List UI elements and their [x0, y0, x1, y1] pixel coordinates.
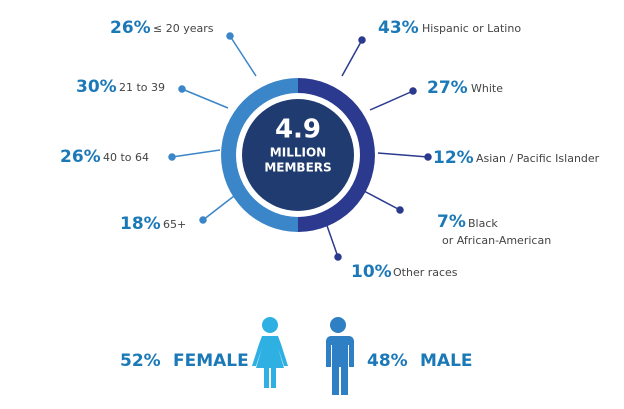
leader-dot: [396, 206, 404, 214]
gender-label: FEMALE: [173, 351, 249, 371]
gender-percent: 52%: [120, 351, 161, 371]
leader: [341, 39, 363, 77]
race-percent: 7%: [437, 212, 466, 232]
race-percent: 12%: [433, 148, 474, 168]
age-label: ≤ 20 years: [153, 22, 214, 35]
leader-dot: [226, 32, 234, 40]
ring-left: [221, 78, 298, 232]
center-disc: [242, 99, 354, 211]
age-label: 65+: [163, 218, 186, 231]
age-label: 21 to 39: [119, 81, 165, 94]
leader: [202, 195, 235, 221]
race-label: Asian / Pacific Islander: [476, 152, 600, 165]
race-label: or African-American: [442, 234, 551, 247]
leader-dot: [334, 253, 342, 261]
age-percent: 26%: [60, 147, 101, 167]
leader-dot: [358, 36, 366, 44]
leader: [229, 35, 257, 77]
left-leaders: [168, 32, 257, 224]
age-label: 40 to 64: [103, 151, 149, 164]
ring-right: [298, 78, 375, 232]
race-percent: 27%: [427, 78, 468, 98]
leader-dot: [424, 153, 432, 161]
leader-dot: [409, 87, 417, 95]
center-label: MILLION: [270, 146, 326, 160]
right-leaders: [324, 36, 432, 261]
leader: [324, 219, 339, 258]
female-icon: [252, 317, 288, 388]
center-value: 4.9: [275, 115, 321, 145]
leader: [181, 88, 229, 109]
leader-dot: [199, 216, 207, 224]
leader-dot: [178, 85, 186, 93]
gender-label: MALE: [420, 351, 473, 371]
age-percent: 30%: [76, 77, 117, 97]
gender-percent: 48%: [367, 351, 408, 371]
age-percent: 18%: [120, 214, 161, 234]
race-label: White: [471, 82, 503, 95]
age-percent: 26%: [110, 18, 151, 38]
race-percent: 10%: [351, 262, 392, 282]
male-icon: [326, 317, 354, 395]
center-label: MEMBERS: [264, 161, 331, 175]
leader: [171, 149, 221, 158]
leader: [369, 90, 414, 111]
leader: [377, 152, 429, 158]
leader: [363, 190, 401, 211]
race-percent: 43%: [378, 18, 419, 38]
leader-dot: [168, 153, 176, 161]
race-label: Hispanic or Latino: [422, 22, 521, 35]
race-label: Other races: [393, 266, 458, 279]
race-label: Black: [468, 217, 498, 230]
